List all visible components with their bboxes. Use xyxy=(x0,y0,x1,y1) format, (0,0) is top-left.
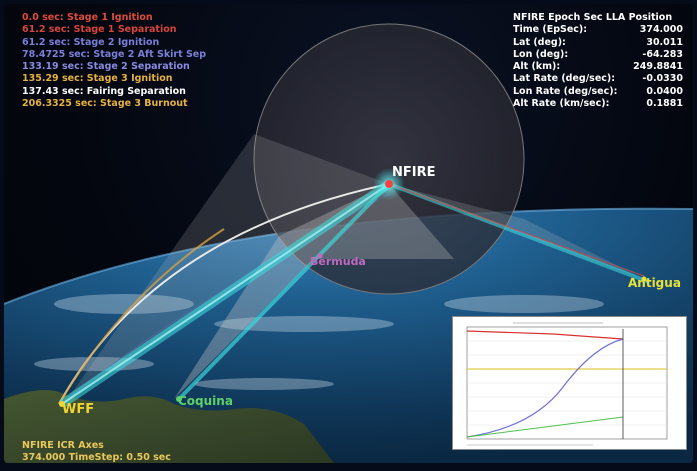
antigua-label: Antigua xyxy=(628,276,681,290)
event-item: 61.2 sec: Stage 2 Ignition xyxy=(22,36,160,48)
epoch-row: Lat Rate (deg/sec): -0.0330 xyxy=(513,73,683,85)
coquina-label: Coquina xyxy=(178,394,233,408)
sensor-cone-wff xyxy=(64,134,389,404)
scene-canvas xyxy=(4,23,693,463)
wff-label: WFF xyxy=(62,402,95,417)
event-item: 133.19 sec: Stage 2 Separation xyxy=(22,61,190,73)
epoch-row-value: 30.011 xyxy=(646,36,683,48)
link-line-antigua xyxy=(388,182,650,284)
epoch-row-label: Lat Rate (deg/sec): xyxy=(513,73,616,85)
nfire-label: NFIRE xyxy=(392,165,436,180)
epoch-row-value: 249.8841 xyxy=(633,61,683,73)
sensor-cone-bermuda xyxy=(314,184,454,259)
inset-plot-window[interactable] xyxy=(452,316,687,450)
epoch-row: Time (EpSec): 374.000 xyxy=(513,24,683,36)
epoch-position-panel: NFIRE Epoch Sec LLA Position Time (EpSec… xyxy=(513,12,683,110)
epoch-row-value: 0.1881 xyxy=(646,98,683,110)
epoch-row: Lat (deg): 30.011 xyxy=(513,37,683,49)
epoch-row: Lon (deg): -64.283 xyxy=(513,49,683,61)
epoch-row-value: 374.000 xyxy=(639,24,683,36)
link-line-coquina xyxy=(177,182,391,401)
epoch-row: Alt (km): 249.8841 xyxy=(513,61,683,73)
event-item: 137.43 sec: Fairing Separation xyxy=(22,85,186,97)
epoch-row-value: -64.283 xyxy=(642,48,683,60)
axes-info-line1: NFIRE ICR Axes xyxy=(22,440,104,451)
inset-plot-graphic xyxy=(466,322,668,446)
event-item: 61.2 sec: Stage 1 Separation xyxy=(22,24,177,36)
antigua-station-icon[interactable] xyxy=(641,276,647,282)
wff-station-icon[interactable] xyxy=(59,401,65,407)
event-timeline: 0.0 sec: Stage 1 Ignition 61.2 sec: Stage… xyxy=(22,12,206,110)
epoch-row-label: Alt (km): xyxy=(513,61,561,73)
bermuda-station-icon[interactable] xyxy=(317,253,323,259)
coquina-station-icon[interactable] xyxy=(176,396,182,402)
event-item: 78.4725 sec: Stage 2 Aft Skirt Sep xyxy=(22,48,207,60)
nfire-satellite-icon[interactable] xyxy=(385,180,393,188)
axes-info: NFIRE ICR Axes 374.000 TimeStep: 0.50 se… xyxy=(22,440,171,463)
bermuda-label: Bermuda xyxy=(310,255,366,268)
coastline-land xyxy=(4,390,334,463)
event-item: 0.0 sec: Stage 1 Ignition xyxy=(22,12,153,23)
link-line-antigua-red xyxy=(388,183,645,277)
epoch-row-value: -0.0330 xyxy=(642,73,683,85)
epoch-row-label: Lon Rate (deg/sec): xyxy=(513,85,618,97)
epoch-row-label: Lon (deg): xyxy=(513,48,569,60)
event-item: 206.3325 sec: Stage 3 Burnout xyxy=(22,98,188,110)
epoch-title: NFIRE Epoch Sec LLA Position xyxy=(513,12,673,23)
epoch-row-label: Time (EpSec): xyxy=(513,24,588,36)
epoch-row-label: Alt Rate (km/sec): xyxy=(513,98,610,110)
epoch-row: Lon Rate (deg/sec): 0.0400 xyxy=(513,86,683,98)
event-item: 135.29 sec: Stage 3 Ignition xyxy=(22,73,173,85)
axes-info-line2: 374.000 TimeStep: 0.50 sec xyxy=(22,452,171,463)
visualization-viewport[interactable]: 0.0 sec: Stage 1 Ignition 61.2 sec: Stage… xyxy=(4,4,693,463)
epoch-row: Alt Rate (km/sec): 0.1881 xyxy=(513,98,683,110)
link-line-wff-core xyxy=(61,183,390,405)
trajectory-arc-lower xyxy=(58,228,225,405)
epoch-row-label: Lat (deg): xyxy=(513,36,566,48)
epoch-row-value: 0.0400 xyxy=(646,85,683,97)
